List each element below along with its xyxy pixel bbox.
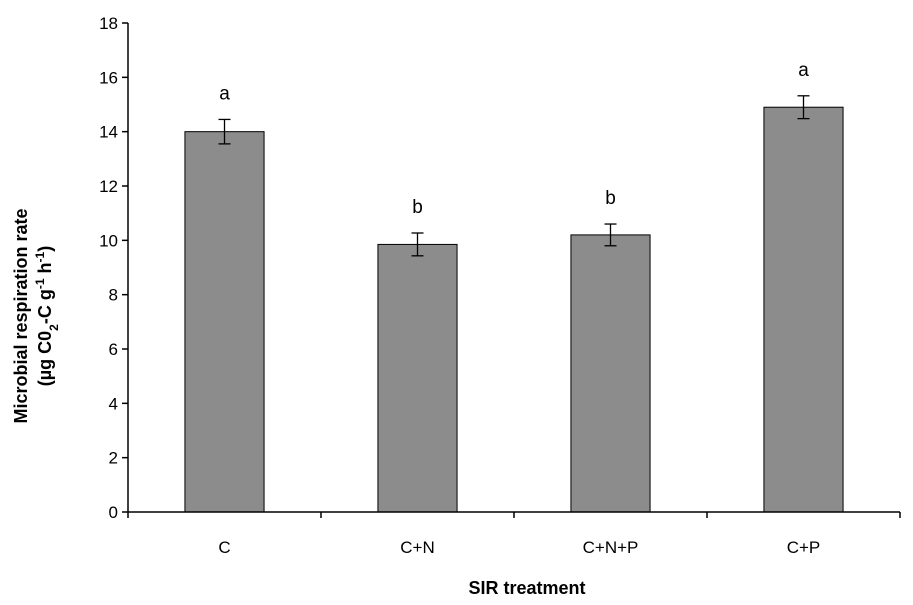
- significance-label: a: [219, 83, 230, 104]
- y-tick-label: 2: [109, 449, 118, 468]
- y-tick-label: 0: [109, 503, 118, 522]
- y-axis-title-part: h: [35, 262, 55, 278]
- significance-label: a: [798, 60, 809, 81]
- y-axis-title-part: ): [35, 246, 55, 252]
- y-axis-title-line2: (µg C02-C g-1 h-1): [33, 246, 61, 386]
- y-axis-title-part: -C g: [35, 289, 55, 324]
- y-axis: 0 2 4 6 8 10 12 14 16 18: [99, 14, 129, 522]
- y-axis-title-part: 2: [47, 324, 61, 331]
- y-tick-label: 12: [99, 177, 118, 196]
- y-axis-title: Microbial respiration rate (µg C02-C g-1…: [11, 208, 61, 423]
- x-tick-label: C+N+P: [583, 538, 639, 557]
- y-axis-title-line1: Microbial respiration rate: [11, 208, 31, 423]
- bar: [377, 243, 458, 513]
- significance-label: b: [605, 188, 616, 209]
- significance-label: b: [412, 197, 423, 218]
- x-axis: C C+N C+N+P C+P: [127, 511, 901, 557]
- bar: [763, 106, 844, 513]
- y-tick-label: 14: [99, 123, 118, 142]
- y-tick-label: 8: [109, 286, 118, 305]
- y-axis-title-part: -1: [33, 278, 47, 289]
- x-tick-label: C+P: [787, 538, 821, 557]
- bar: [184, 131, 265, 513]
- x-tick-label: C: [218, 538, 230, 557]
- y-tick-label: 10: [99, 231, 118, 250]
- bars-layer: [184, 106, 844, 513]
- y-axis-title-part: (µg C0: [35, 331, 55, 386]
- x-axis-title: SIR treatment: [468, 578, 585, 598]
- y-axis-title-part: -1: [33, 251, 47, 262]
- significance-labels-layer: a b b a: [219, 60, 809, 218]
- bar: [570, 234, 651, 513]
- y-tick-label: 18: [99, 14, 118, 33]
- y-tick-label: 16: [99, 68, 118, 87]
- y-tick-label: 4: [109, 394, 118, 413]
- y-tick-label: 6: [109, 340, 118, 359]
- error-bars-layer: [218, 95, 810, 257]
- x-tick-label: C+N: [400, 538, 434, 557]
